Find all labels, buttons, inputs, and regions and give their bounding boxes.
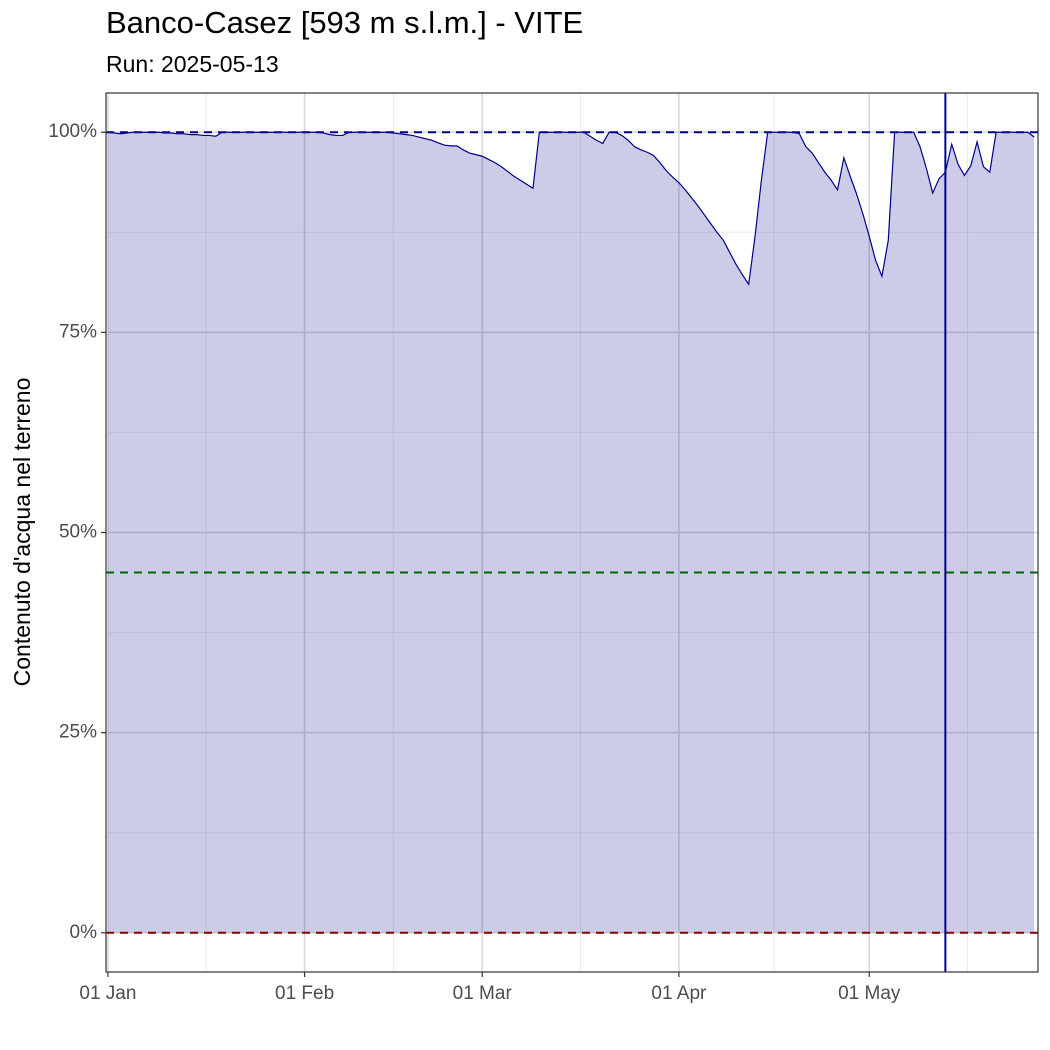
chart-title: Banco-Casez [593 m s.l.m.] - VITE [106,5,583,40]
y-axis-label: Contenuto d'acqua nel terreno [9,378,35,687]
chart-subtitle: Run: 2025-05-13 [106,51,279,77]
x-tick-label: 01 Apr [651,983,707,1004]
area [107,132,1035,933]
y-tick-label: 0% [70,922,98,943]
y-tick-label: 100% [48,121,97,142]
x-tick-label: 01 Feb [275,983,334,1004]
x-tick-label: 01 Jan [79,983,136,1004]
y-tick-label: 75% [59,321,97,342]
x-tick-label: 01 Mar [453,983,513,1004]
x-tick-label: 01 May [838,983,901,1004]
y-tick-label: 25% [59,722,97,743]
y-tick-label: 50% [59,522,97,543]
